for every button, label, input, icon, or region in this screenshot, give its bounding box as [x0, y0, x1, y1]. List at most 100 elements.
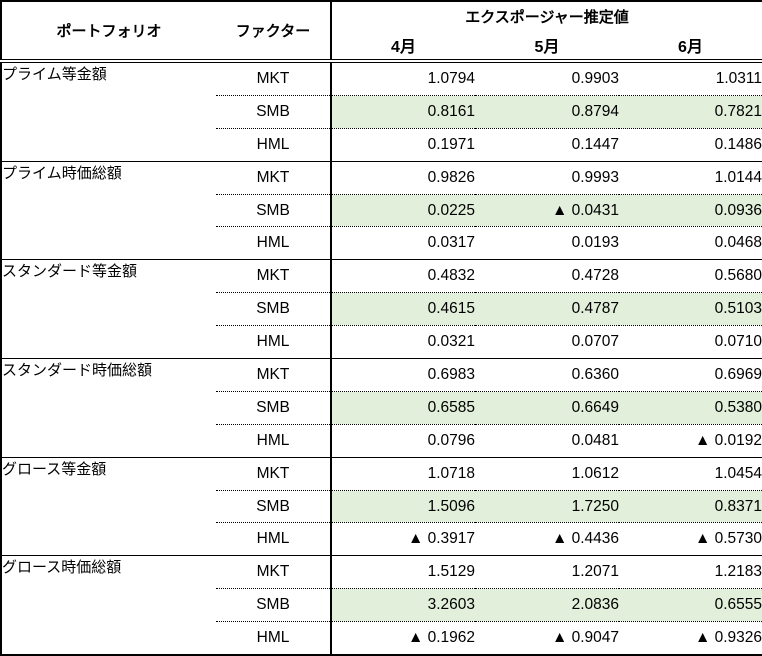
table-row: HML 0.1971 0.1447 0.1486 [1, 128, 762, 162]
table-row: プライム時価総額 MKT 0.9826 0.9993 1.0144 [1, 160, 762, 260]
value-cell: 0.9903 [475, 61, 619, 96]
factor-label: HML [256, 431, 290, 449]
portfolio-name: スタンダード時価総額 [1, 358, 216, 458]
table-row: HML 0.0321 0.0707 0.0710 [1, 325, 762, 359]
value-cell: 0.0225 [330, 194, 475, 228]
value-cell: 0.8161 [330, 95, 475, 129]
month-header-june: 6月 [619, 31, 762, 63]
factor-label: SMB [216, 490, 331, 524]
value-cell: 0.5680 [619, 259, 762, 294]
value-cell: 0.4832 [330, 259, 475, 294]
exposure-group-header: エクスポージャー推定値 [330, 1, 762, 31]
table-body: プライム等金額 MKT 1.0794 0.9903 1.0311 SMB 0.8161 0.8… [1, 61, 762, 656]
table-row: SMB 1.5096 1.7250 0.8371 [1, 490, 762, 524]
value-cell: 0.0317 [330, 226, 475, 260]
value-cell: 0.6555 [619, 588, 762, 623]
table-row: SMB 0.8161 0.8794 0.7821 [1, 95, 762, 129]
value-cell: 0.0468 [714, 234, 762, 252]
value-cell: ▲ 0.3917 [330, 522, 475, 556]
value-cell: 1.0454 [619, 456, 762, 491]
factor-label: SMB [216, 292, 331, 327]
value-cell: 0.8794 [475, 95, 619, 129]
portfolio-name: スタンダード等金額 [1, 259, 216, 359]
value-cell: ▲ 0.4436 [551, 530, 619, 548]
month-header-april: 4月 [330, 31, 475, 63]
value-cell: 1.0612 [475, 456, 619, 491]
value-cell: 0.6360 [475, 358, 619, 392]
factor-label: HML [256, 135, 290, 153]
table-row: HML 0.0796 0.0481 ▲ 0.0192 [1, 424, 762, 458]
table-row: SMB 0.0225 ▲ 0.0431 0.0936 [1, 194, 762, 228]
value-cell: 0.1971 [330, 128, 475, 162]
value-cell: 0.0321 [330, 325, 475, 359]
table-row: グロース時価総額 MKT 1.5129 1.2071 1.2183 [1, 555, 762, 656]
table-row: HML 0.0317 0.0193 0.0468 [1, 226, 762, 260]
portfolio-column-header: ポートフォリオ [1, 1, 216, 63]
value-cell: 0.5380 [619, 391, 762, 425]
table-row: HML ▲ 0.3917 ▲ 0.4436 ▲ 0.5730 [1, 522, 762, 556]
portfolio-name: プライム等金額 [2, 66, 107, 83]
factor-column-header: ファクター [216, 1, 331, 63]
value-cell: 0.0481 [571, 431, 619, 449]
value-cell: 0.7821 [619, 95, 762, 129]
value-cell: ▲ 0.9047 [551, 629, 619, 647]
value-cell: ▲ 0.0192 [694, 431, 762, 449]
value-cell: 0.0707 [571, 333, 619, 351]
table-row: SMB 0.4615 0.4787 0.5103 [1, 292, 762, 327]
header-row-1: ポートフォリオ ファクター エクスポージャー推定値 [1, 1, 762, 63]
value-cell: 0.6585 [330, 391, 475, 425]
value-cell: 1.5096 [330, 490, 475, 524]
value-cell: ▲ 0.0431 [475, 194, 619, 228]
value-cell: 1.0144 [619, 160, 762, 195]
table-row: スタンダード等金額 MKT 0.4832 0.4728 0.5680 [1, 259, 762, 359]
month-header-may: 5月 [475, 31, 619, 63]
value-cell: ▲ 0.5730 [694, 530, 762, 548]
table-row: スタンダード時価総額 MKT 0.6983 0.6360 0.6969 [1, 358, 762, 458]
value-cell: 0.6969 [619, 358, 762, 392]
value-cell: 0.8371 [619, 490, 762, 524]
value-cell: 0.6983 [330, 358, 475, 392]
value-cell: ▲ 0.9326 [694, 629, 762, 647]
factor-label: HML [256, 333, 290, 351]
portfolio-name: プライム時価総額 [1, 160, 216, 260]
header-row-2: 4月 5月 6月 [1, 31, 762, 63]
value-cell: 1.7250 [475, 490, 619, 524]
value-cell: 0.1447 [571, 135, 619, 153]
factor-label: HML [256, 629, 290, 647]
value-cell: 0.0710 [714, 333, 762, 351]
factor-label: SMB [216, 391, 331, 425]
portfolio-name: グロース時価総額 [1, 555, 216, 656]
value-cell: 1.0794 [330, 61, 475, 96]
value-cell: 1.2071 [475, 555, 619, 590]
value-cell: ▲ 0.1962 [330, 621, 475, 656]
factor-label: HML [256, 234, 290, 252]
factor-label: MKT [216, 358, 331, 392]
table-row: プライム等金額 MKT 1.0794 0.9903 1.0311 [1, 61, 762, 96]
table-row: SMB 0.6585 0.6649 0.5380 [1, 391, 762, 425]
value-cell: 0.6649 [475, 391, 619, 425]
factor-label: HML [256, 530, 290, 548]
value-cell: 0.9826 [330, 160, 475, 195]
value-cell: 1.5129 [330, 555, 475, 590]
factor-label: MKT [216, 160, 331, 195]
factor-label: MKT [216, 555, 331, 590]
portfolio-name: グロース等金額 [1, 456, 216, 556]
value-cell: 1.0311 [619, 61, 762, 96]
value-cell: 0.4787 [475, 292, 619, 327]
value-cell: 0.0193 [571, 234, 619, 252]
value-cell: 3.2603 [330, 588, 475, 623]
factor-label: MKT [216, 61, 331, 96]
factor-label: SMB [216, 95, 331, 129]
value-cell: 0.5103 [619, 292, 762, 327]
table-header: ポートフォリオ ファクター エクスポージャー推定値 4月 5月 6月 [1, 1, 762, 63]
value-cell: 0.0936 [619, 194, 762, 228]
value-cell: 0.9993 [475, 160, 619, 195]
value-cell: 0.4728 [475, 259, 619, 294]
table-row: グロース等金額 MKT 1.0718 1.0612 1.0454 [1, 456, 762, 556]
table-row: SMB 3.2603 2.0836 0.6555 [1, 588, 762, 623]
value-cell: 0.4615 [330, 292, 475, 327]
factor-label: SMB [216, 194, 331, 228]
value-cell: 1.0718 [330, 456, 475, 491]
